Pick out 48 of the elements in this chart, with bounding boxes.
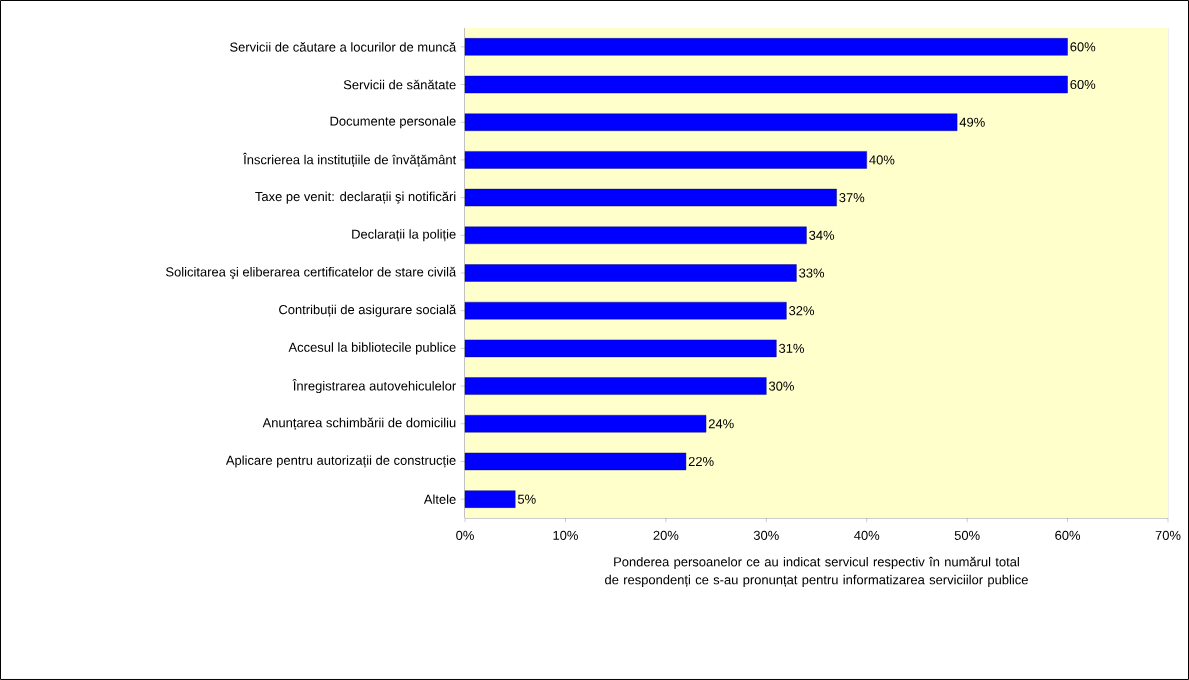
- bar: [464, 490, 516, 508]
- bar: [464, 188, 837, 207]
- x-tick-label: 60%: [1055, 530, 1081, 540]
- x-tick-label: 30%: [753, 530, 779, 540]
- bar: [464, 264, 797, 282]
- data-label: 5%: [517, 494, 536, 504]
- y-tick-label: Servicii de sănătate: [343, 79, 456, 90]
- y-tick-label: Înscrierea la instituțiile de învățământ: [242, 152, 457, 167]
- y-tick-label: Contribuții de asigurare socială: [279, 304, 457, 317]
- y-tick-label: Accesul la bibliotecile publice: [288, 342, 456, 355]
- x-tick-label: 50%: [954, 530, 980, 540]
- y-tick-label: Taxe pe venit: declarații şi notificări: [255, 191, 456, 204]
- x-tick-label: 0%: [456, 530, 474, 540]
- bar: [464, 452, 687, 471]
- data-label: 30%: [768, 381, 794, 391]
- data-label: 37%: [839, 193, 865, 203]
- bar: [464, 226, 807, 244]
- data-label: 60%: [1070, 42, 1096, 52]
- x-tick-label: 40%: [854, 530, 880, 540]
- data-label: 40%: [869, 155, 895, 165]
- data-label: 22%: [688, 456, 714, 467]
- y-tick-label: Înregistrarea autovehiculelor: [292, 379, 456, 394]
- y-tick-label: Servicii de căutare a locurilor de muncă: [230, 42, 457, 52]
- x-tick-label: 20%: [653, 530, 679, 540]
- y-tick-label: Solicitarea şi eliberarea certificatelor de stare civilă: [166, 266, 457, 280]
- bar: [464, 415, 707, 433]
- bar: [464, 339, 777, 358]
- x-axis-title: Ponderea persoanelor ce au indicat servicul respectiv în numărul total de respondenți ce s-au pronunțat pentru informatizarea serviciilor publice: [605, 556, 1028, 587]
- x-tick-label: 70%: [1155, 530, 1181, 540]
- y-tick-label: Anunțarea schimbării de domiciliu: [262, 417, 456, 430]
- bar: [464, 301, 787, 320]
- y-tick-label: Documente personale: [330, 116, 456, 129]
- data-label: 24%: [708, 419, 734, 429]
- data-label: 31%: [779, 343, 804, 353]
- bar: [464, 38, 1068, 56]
- bar: [464, 377, 767, 395]
- data-label: 33%: [799, 268, 825, 278]
- y-tick-label: Aplicare pentru autorizații de construcție: [225, 455, 456, 468]
- data-label: 34%: [809, 230, 835, 240]
- data-label: 60%: [1070, 79, 1096, 90]
- bar: [464, 113, 958, 131]
- bar: [464, 151, 867, 169]
- x-tick-label: 10%: [553, 530, 578, 540]
- y-tick-label: Declarații la poliție: [352, 229, 456, 242]
- y-tick-label: Altele: [423, 494, 456, 504]
- bar: [464, 75, 1068, 94]
- data-label: 32%: [789, 306, 815, 316]
- data-label: 49%: [959, 117, 985, 127]
